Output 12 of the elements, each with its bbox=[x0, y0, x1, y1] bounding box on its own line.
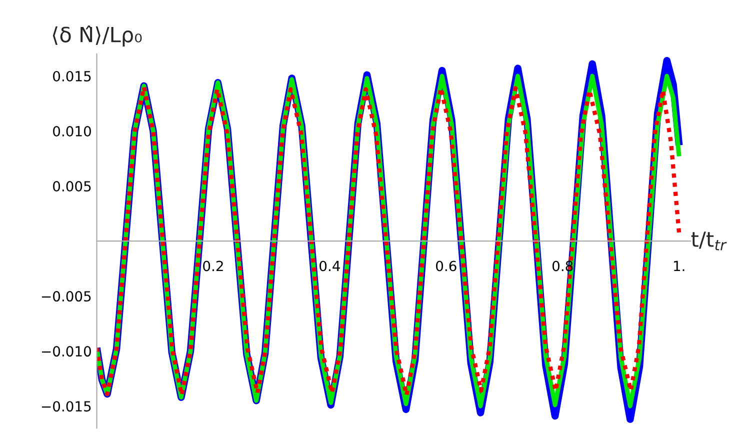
x-axis-title: t/t$_{tr}$ bbox=[691, 232, 727, 250]
x-tick-label: 1. bbox=[674, 260, 684, 272]
x-tick-label: 0.4 bbox=[320, 260, 340, 272]
y-tick-label: −0.010 bbox=[42, 346, 91, 357]
x-tick-label: 0.6 bbox=[436, 260, 456, 272]
y-tick-label: 0.015 bbox=[53, 70, 91, 82]
y-axis-title: ⟨δ N̂⟩/Lρ₀ bbox=[52, 26, 142, 47]
y-tick-label: −0.015 bbox=[42, 401, 91, 412]
y-tick-label: −0.005 bbox=[42, 291, 91, 302]
x-tick-label: 0.2 bbox=[203, 260, 223, 272]
y-tick-label: 0.005 bbox=[53, 181, 91, 192]
y-tick-label: 0.010 bbox=[53, 126, 91, 136]
